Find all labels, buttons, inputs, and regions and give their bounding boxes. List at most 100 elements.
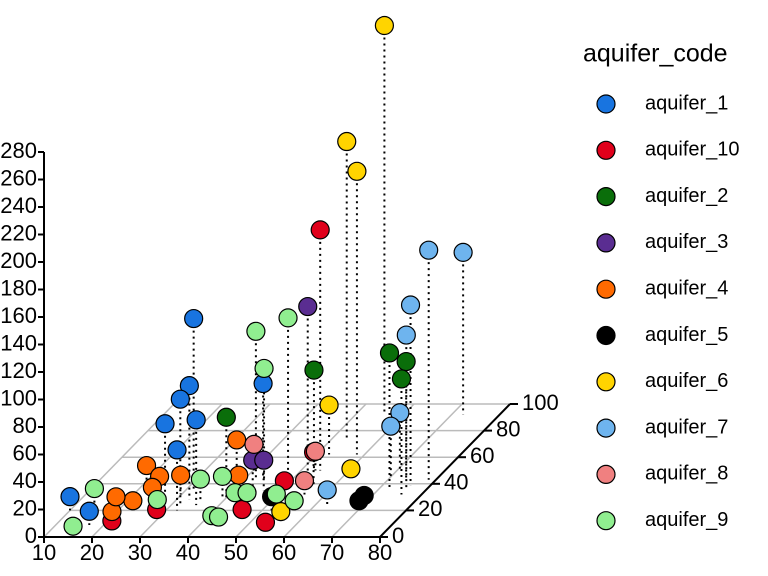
point <box>278 308 298 328</box>
z-tick-label: 140 <box>0 330 37 355</box>
z-tick-label: 200 <box>0 248 37 273</box>
point <box>255 512 276 532</box>
y-tick-label: 20 <box>418 496 442 521</box>
point <box>317 480 337 500</box>
point <box>229 465 249 485</box>
point <box>381 416 401 436</box>
point <box>294 471 315 491</box>
x-tick-label: 80 <box>368 540 392 565</box>
point <box>60 487 80 507</box>
legend-label: aquifer_9 <box>645 509 728 531</box>
point <box>63 516 83 536</box>
z-tick-label: 80 <box>13 413 37 438</box>
legend-label: aquifer_3 <box>645 231 728 253</box>
point <box>179 376 199 396</box>
point <box>106 487 126 507</box>
point <box>147 489 167 510</box>
x-tick-label: 40 <box>176 540 200 565</box>
legend-marker <box>596 464 616 484</box>
point <box>155 414 175 434</box>
x-tick-label: 10 <box>32 540 56 565</box>
point <box>244 434 264 454</box>
point <box>170 389 190 409</box>
point <box>136 455 157 476</box>
point <box>319 395 339 415</box>
legend-label: aquifer_2 <box>645 185 728 207</box>
legend-marker <box>596 372 616 392</box>
point <box>254 358 274 379</box>
legend-marker <box>596 511 616 531</box>
point <box>232 499 252 520</box>
legend-label: aquifer_4 <box>645 277 728 299</box>
point <box>246 321 266 341</box>
legend-title: aquifer_code <box>583 40 728 68</box>
z-tick-label: 220 <box>0 220 37 245</box>
point <box>167 440 187 460</box>
point <box>84 478 105 499</box>
y-tick-label: 0 <box>392 523 404 548</box>
point <box>212 466 233 486</box>
grid-line <box>235 403 367 538</box>
point <box>298 296 318 317</box>
y-axis <box>379 403 511 538</box>
point <box>337 131 357 152</box>
y-tick-label: 60 <box>470 443 494 468</box>
point <box>227 430 247 450</box>
point <box>184 308 204 329</box>
z-tick-label: 100 <box>0 385 37 410</box>
z-tick-label: 240 <box>0 193 37 218</box>
legend-marker <box>596 325 616 346</box>
point <box>271 501 291 522</box>
x-tick-label: 50 <box>224 540 248 565</box>
legend-marker <box>596 233 616 253</box>
point <box>341 459 361 479</box>
point <box>396 325 416 345</box>
x-tick-label: 30 <box>128 540 152 565</box>
grid-line <box>331 403 463 538</box>
point <box>216 407 236 427</box>
z-tick-label: 260 <box>0 165 37 190</box>
y-tick-label: 80 <box>496 416 520 441</box>
legend-label: aquifer_1 <box>645 92 728 114</box>
point <box>208 507 229 527</box>
point <box>390 403 410 423</box>
legend-label: aquifer_6 <box>645 370 728 392</box>
legend-marker <box>596 418 616 438</box>
point <box>190 469 210 489</box>
z-tick-label: 40 <box>13 468 37 493</box>
point <box>453 242 473 262</box>
x-tick-label: 60 <box>272 540 296 565</box>
z-tick-label: 60 <box>13 440 37 465</box>
point <box>123 491 143 511</box>
point <box>305 441 325 461</box>
legend-label: aquifer_7 <box>645 416 728 438</box>
point <box>379 343 400 363</box>
legend-label: aquifer_10 <box>645 139 740 161</box>
x-tick-label: 70 <box>320 540 344 565</box>
y-tick-label: 100 <box>522 390 559 415</box>
z-tick-label: 280 <box>0 138 37 163</box>
point <box>237 483 257 503</box>
z-tick-label: 180 <box>0 275 37 300</box>
point <box>171 465 191 485</box>
x-tick-label: 20 <box>80 540 104 565</box>
point <box>396 351 416 372</box>
legend-marker <box>596 279 616 299</box>
y-tick-label: 40 <box>444 470 468 495</box>
point <box>254 450 274 470</box>
point <box>266 484 286 504</box>
z-tick-label: 160 <box>0 303 37 328</box>
point <box>347 161 367 181</box>
z-tick-label: 120 <box>0 358 37 383</box>
legend-marker <box>596 140 616 160</box>
point <box>419 240 439 260</box>
legend-marker <box>596 94 616 114</box>
legend-marker <box>596 187 616 207</box>
point <box>391 369 412 389</box>
point <box>304 360 324 380</box>
point <box>310 220 330 240</box>
z-tick-label: 20 <box>13 495 37 520</box>
point <box>79 501 99 521</box>
legend-label: aquifer_8 <box>645 463 728 485</box>
